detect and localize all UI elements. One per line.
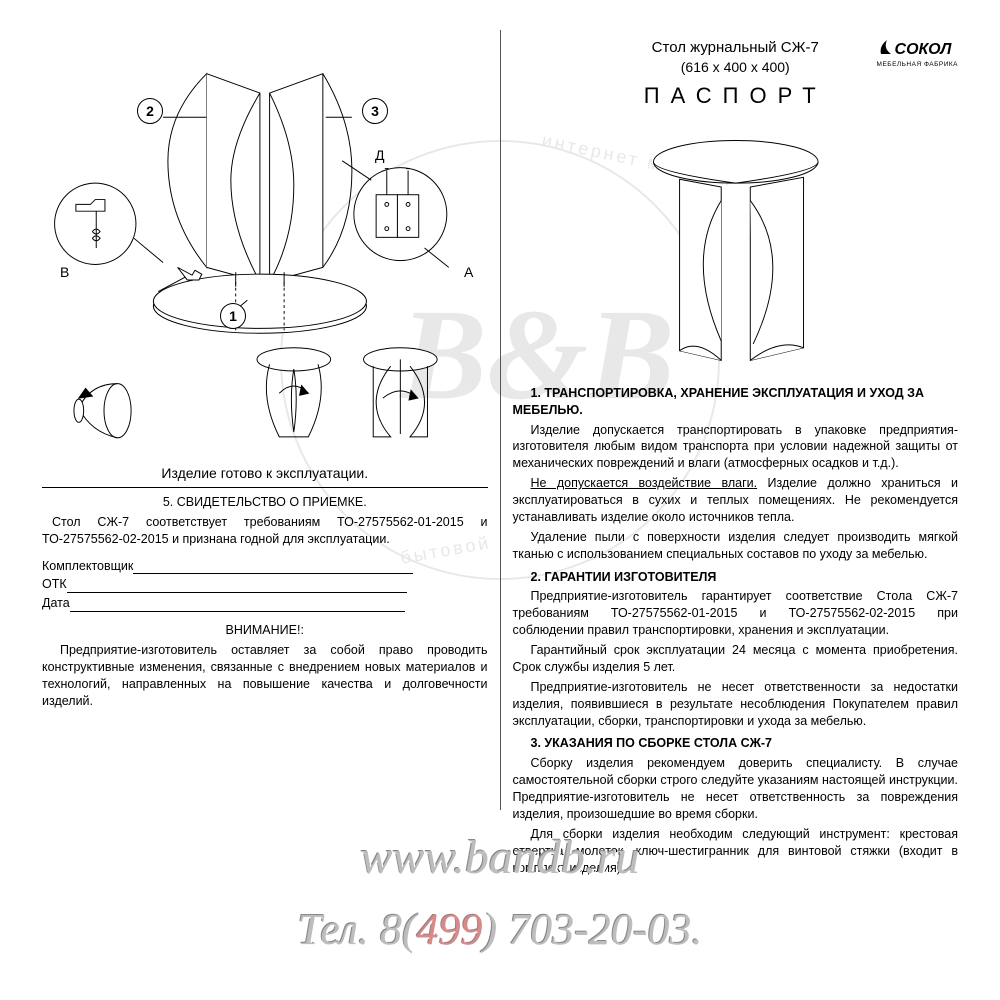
letter-d: Д bbox=[375, 146, 384, 165]
section2-p3: Предприятие-изготовитель не несет ответс… bbox=[513, 679, 959, 730]
section3-p2: Для сборки изделия необходим следующий и… bbox=[513, 826, 959, 877]
divider bbox=[42, 487, 488, 488]
letter-a: А bbox=[464, 263, 473, 282]
callout-1: 1 bbox=[220, 303, 246, 329]
callout-2: 2 bbox=[137, 98, 163, 124]
document-page: 2 3 1 В Д А Изделие готово к эксплуатаци… bbox=[30, 30, 970, 810]
section1-p2: Не допускается воздействие влаги. Издели… bbox=[513, 475, 959, 526]
tel-red: 499 bbox=[417, 905, 483, 954]
brand-logo: СОКОЛ МЕБЕЛЬНАЯ ФАБРИКА bbox=[877, 38, 958, 69]
form-line-otk: ОТК bbox=[42, 576, 488, 593]
tel-suffix: ) 703-20-03. bbox=[483, 905, 703, 954]
logo-text: СОКОЛ bbox=[895, 41, 952, 58]
section5-title: 5. СВИДЕТЕЛЬСТВО О ПРИЕМКЕ. bbox=[42, 494, 488, 511]
right-header: Стол журнальный СЖ-7 (616 х 400 х 400) П… bbox=[513, 38, 959, 111]
left-column: 2 3 1 В Д А Изделие готово к эксплуатаци… bbox=[30, 30, 501, 810]
form-underline-3 bbox=[70, 600, 405, 612]
logo-subtitle: МЕБЕЛЬНАЯ ФАБРИКА bbox=[877, 61, 958, 70]
assembly-diagram: 2 3 1 В Д А bbox=[42, 38, 488, 458]
attention-label: ВНИМАНИЕ!: bbox=[42, 622, 488, 639]
product-illustration bbox=[513, 119, 959, 379]
section1-p1: Изделие допускается транспортировать в у… bbox=[513, 422, 959, 473]
right-column: Стол журнальный СЖ-7 (616 х 400 х 400) П… bbox=[501, 30, 971, 810]
attention-body: Предприятие-изготовитель оставляет за со… bbox=[42, 642, 488, 710]
section5-body: Стол СЖ-7 соответствует требованиям ТО-2… bbox=[42, 514, 488, 548]
section1-p3: Удаление пыли с поверхности изделия след… bbox=[513, 529, 959, 563]
watermark-tel: Тел. 8(499) 703-20-03. bbox=[0, 904, 1000, 955]
tel-prefix: Тел. 8( bbox=[297, 905, 416, 954]
callout-3: 3 bbox=[362, 98, 388, 124]
letter-b: В bbox=[60, 263, 69, 282]
form-line-date: Дата bbox=[42, 595, 488, 612]
passport-label: ПАСПОРТ bbox=[513, 81, 959, 111]
section1-title: 1. ТРАНСПОРТИРОВКА, ХРАНЕНИЕ ЭКСПЛУАТАЦИ… bbox=[513, 385, 959, 419]
form-line-komplekt: Комплектовщик bbox=[42, 558, 488, 575]
logo-icon bbox=[877, 38, 895, 56]
form-underline-1 bbox=[133, 562, 413, 574]
form-underline-2 bbox=[67, 581, 407, 593]
section2-title: 2. ГАРАНТИИ ИЗГОТОВИТЕЛЯ bbox=[513, 569, 959, 586]
form-label-3: Дата bbox=[42, 595, 70, 612]
section2-p2: Гарантийный срок эксплуатации 24 месяца … bbox=[513, 642, 959, 676]
product-svg bbox=[513, 119, 959, 379]
form-label-2: ОТК bbox=[42, 576, 67, 593]
ready-text: Изделие готово к эксплуатации. bbox=[42, 464, 488, 483]
assembly-svg bbox=[42, 38, 488, 458]
section2-p1: Предприятие-изготовитель гарантирует соо… bbox=[513, 588, 959, 639]
section3-p1: Сборку изделия рекомендуем доверить спец… bbox=[513, 755, 959, 823]
form-label-1: Комплектовщик bbox=[42, 558, 133, 575]
section3-title: 3. УКАЗАНИЯ ПО СБОРКЕ СТОЛА СЖ-7 bbox=[513, 735, 959, 752]
section1-p2a: Не допускается воздействие влаги. bbox=[531, 476, 758, 490]
